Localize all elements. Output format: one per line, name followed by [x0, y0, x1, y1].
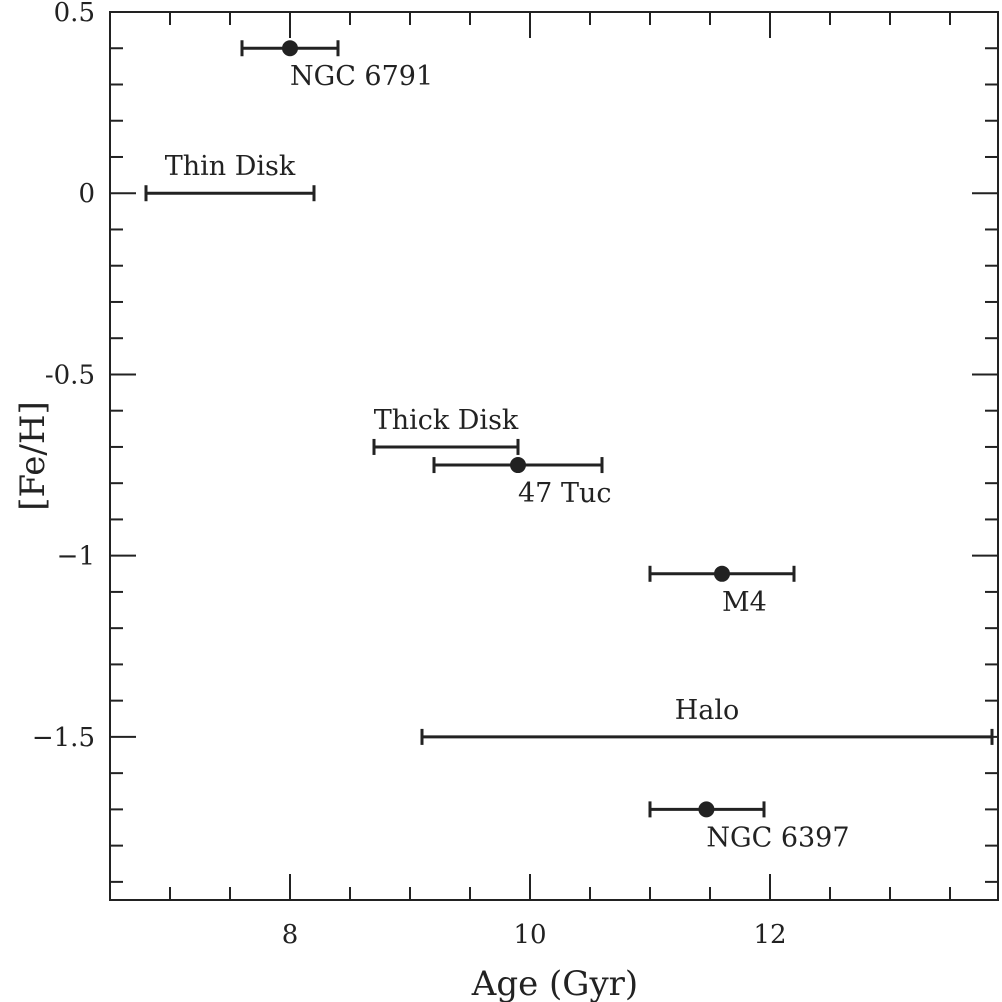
axis-ticks [109, 11, 998, 900]
point-label: 47 Tuc [518, 478, 611, 509]
x-tick-label: 12 [753, 920, 786, 950]
annotation-labels: NGC 6791 47 Tuc M4 NGC 6397 Thin Disk Thick D… [165, 61, 850, 853]
range-label: Thick Disk [374, 405, 519, 436]
data-point [510, 457, 526, 474]
data-point [714, 565, 730, 582]
y-tick-label: -0.5 [45, 360, 95, 390]
x-tick-label: 8 [282, 920, 299, 950]
range-label: Thin Disk [165, 151, 296, 182]
data-point [282, 40, 298, 57]
y-tick-label: 0 [78, 179, 95, 209]
y-axis-title: [Fe/H] [13, 401, 53, 511]
y-tick-label: −1 [57, 542, 95, 572]
y-tick-label: 0.5 [54, 0, 95, 28]
x-axis-title: Age (Gyr) [471, 964, 638, 1002]
y-tick-label: −1.5 [32, 723, 95, 753]
point-label: NGC 6791 [290, 61, 433, 92]
point-label: NGC 6397 [706, 822, 849, 853]
tick-labels: 8 10 12 0.5 0 -0.5 −1 −1.5 [32, 0, 787, 950]
data-marks [144, 40, 994, 818]
point-label: M4 [722, 587, 767, 618]
range-label: Halo [675, 695, 740, 726]
x-tick-label: 10 [513, 920, 546, 950]
data-point [698, 801, 715, 818]
plot-frame [109, 11, 999, 901]
